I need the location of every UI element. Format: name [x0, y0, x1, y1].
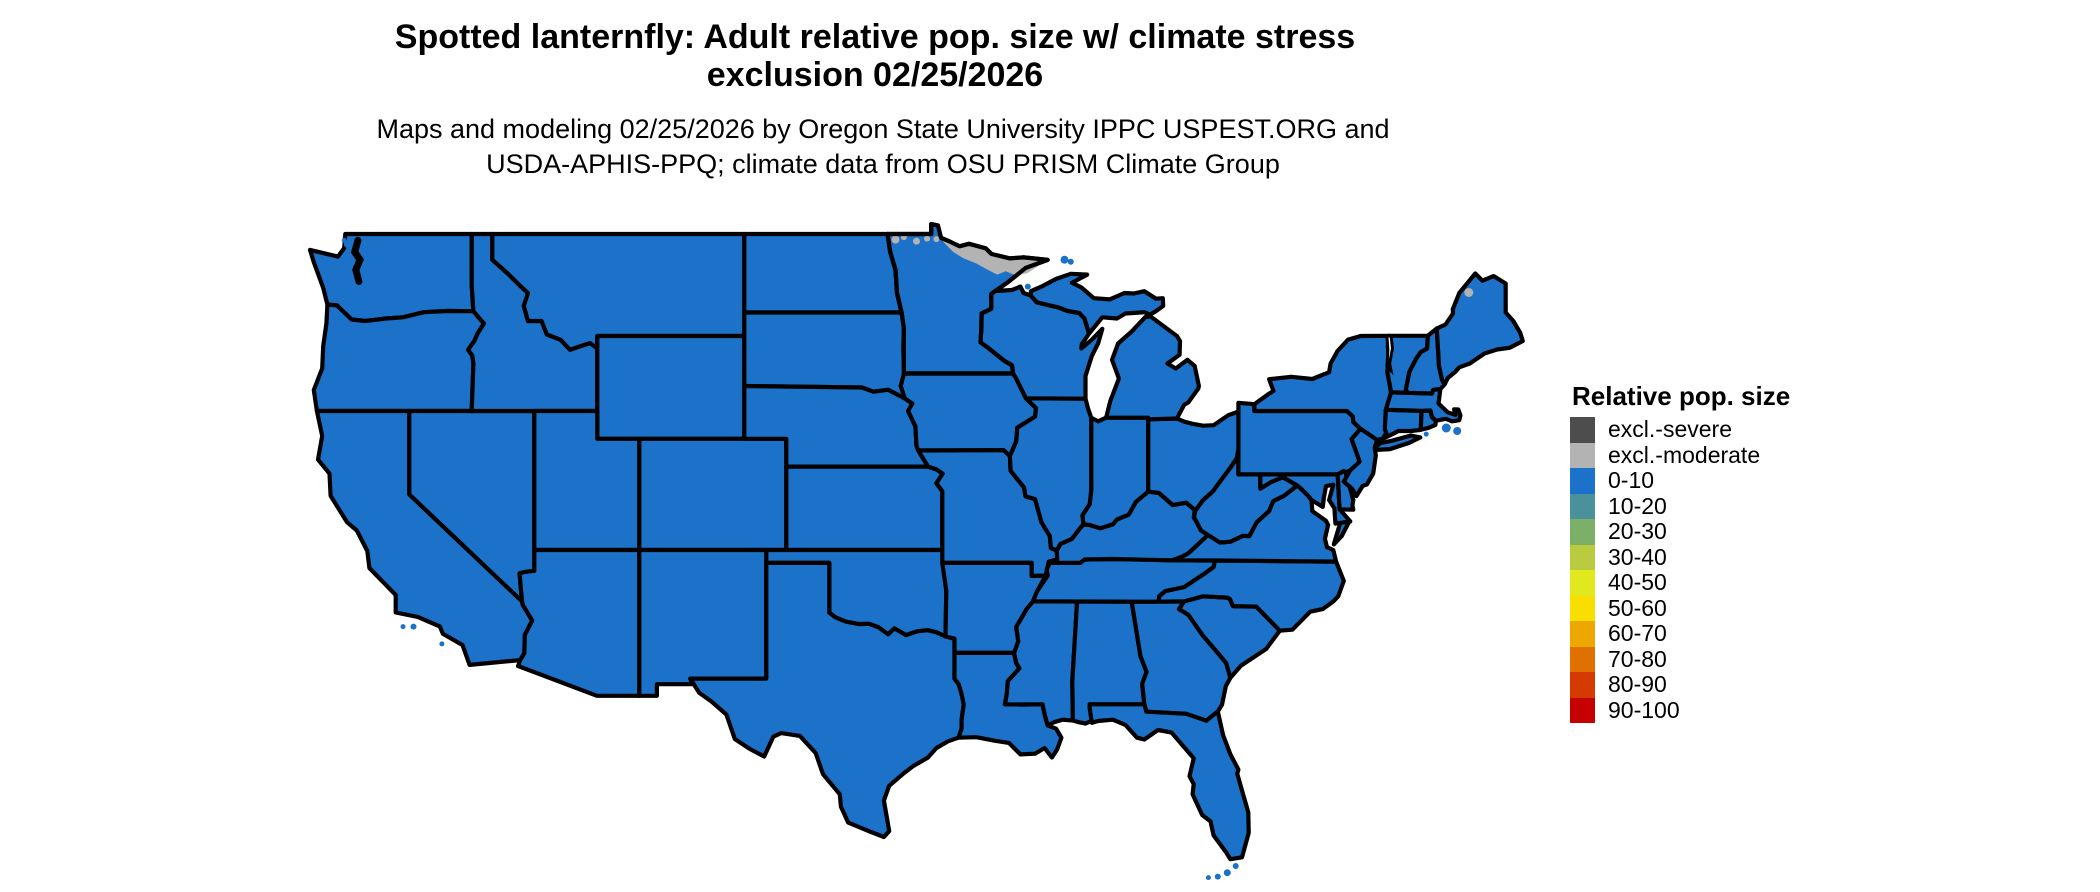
legend-swatch-icon — [1570, 468, 1595, 494]
legend-item-10-20: 10-20 — [1570, 492, 1760, 519]
legend-label: 70-80 — [1608, 645, 1667, 672]
state-pa — [1236, 400, 1363, 477]
legend-swatch-icon — [1570, 417, 1595, 443]
island-dot — [341, 237, 347, 243]
page-title: Spotted lanternfly: Adult relative pop. … — [395, 18, 1355, 94]
state-az — [516, 547, 642, 698]
legend-label: excl.-severe — [1608, 416, 1732, 443]
lake-champlain — [1385, 334, 1395, 376]
island-dot — [1232, 863, 1239, 869]
island-dot — [1453, 427, 1462, 435]
legend-item-excl-severe: excl.-severe — [1570, 416, 1760, 443]
legend-swatch-icon — [1570, 697, 1595, 723]
state-co — [637, 436, 789, 553]
state-nm — [637, 547, 769, 698]
island-dot — [439, 641, 445, 647]
page-title-line1: Spotted lanternfly: Adult relative pop. … — [394, 18, 1356, 56]
excluded-speck — [1464, 288, 1474, 297]
legend-label: 10-20 — [1608, 492, 1667, 519]
legend-item-excl-moderate: excl.-moderate — [1570, 441, 1761, 468]
state-shapes — [307, 222, 1525, 862]
legend-swatch-icon — [1570, 519, 1595, 545]
legend-item-50-60: 50-60 — [1570, 594, 1760, 621]
legend-label: 80-90 — [1608, 671, 1667, 698]
page-subtitle-line1: Maps and modeling 02/25/2026 by Oregon S… — [376, 114, 1390, 144]
state-wy — [595, 333, 747, 441]
state-tx — [688, 560, 966, 840]
puget-sound-inlet — [350, 236, 364, 285]
island-dot — [1205, 875, 1211, 881]
excluded-speck — [913, 237, 920, 245]
legend-item-80-90: 80-90 — [1570, 671, 1760, 698]
legend-label: 90-100 — [1608, 696, 1680, 723]
island-dot — [410, 623, 417, 630]
state-mn-outline — [885, 222, 1050, 376]
legend-swatch-icon — [1570, 646, 1595, 672]
legend-title: Relative pop. size — [1572, 381, 1791, 411]
island-dot — [1067, 258, 1074, 265]
excluded-moderate-region-minnesota — [942, 241, 1047, 276]
legend-label: excl.-moderate — [1608, 441, 1761, 468]
legend-item-60-70: 60-70 — [1570, 620, 1760, 647]
legend-item-20-30: 20-30 — [1570, 518, 1760, 545]
island-dot — [1223, 869, 1231, 877]
page-subtitle-line2: USDA-APHIS-PPQ; climate data from OSU PR… — [486, 149, 1280, 179]
legend-rows: excl.-severe excl.-moderate 0-10 10-20 20-30… — [1570, 416, 1761, 723]
legend-item-70-80: 70-80 — [1570, 645, 1760, 672]
state-il — [1007, 396, 1094, 553]
legend-label: 50-60 — [1608, 594, 1667, 621]
island-dot — [1060, 255, 1069, 264]
state-oh — [1146, 409, 1241, 513]
legend-label: 20-30 — [1608, 518, 1667, 545]
island-dot — [343, 240, 351, 248]
legend-swatch-icon — [1570, 493, 1595, 519]
legend-item-40-50: 40-50 — [1570, 569, 1760, 596]
excluded-speck — [924, 235, 930, 242]
state-mi2 — [1028, 271, 1166, 336]
island-specks — [341, 237, 1462, 881]
legend-item-30-40: 30-40 — [1570, 543, 1760, 570]
legend-swatch-icon — [1570, 595, 1595, 621]
island-dot — [1423, 431, 1429, 437]
legend-label: 40-50 — [1608, 569, 1667, 596]
page-title-line2: exclusion 02/25/2026 — [706, 56, 1044, 94]
excluded-speck — [933, 236, 940, 243]
legend-swatch-icon — [1570, 621, 1595, 647]
state-md — [1258, 472, 1353, 526]
state-nd — [742, 231, 904, 315]
excluded-speck — [891, 235, 900, 244]
legend-swatch-icon — [1570, 544, 1595, 570]
legend-label: 0-10 — [1608, 467, 1655, 494]
page-subtitle: Maps and modeling 02/25/2026 by Oregon S… — [376, 112, 1389, 182]
state-me — [1434, 271, 1525, 387]
legend-label: 30-40 — [1608, 543, 1667, 570]
legend-item-0-10: 0-10 — [1570, 467, 1760, 494]
island-dot — [1214, 873, 1221, 880]
state-ny2 — [1374, 433, 1423, 452]
excluded-moderate-specks — [891, 234, 1474, 297]
state-or — [311, 302, 486, 414]
island-dot — [1024, 283, 1031, 290]
legend-item-90-100: 90-100 — [1570, 696, 1760, 723]
island-dot — [1441, 423, 1451, 433]
legend-swatch-icon — [1570, 672, 1595, 698]
state-fl — [1087, 702, 1251, 862]
state-in — [1080, 415, 1151, 531]
state-ks — [784, 464, 945, 553]
island-dot — [400, 624, 406, 630]
state-mi — [1104, 314, 1201, 422]
legend-swatch-icon — [1570, 570, 1595, 596]
legend-label: 60-70 — [1608, 620, 1667, 647]
legend-swatch-icon — [1570, 442, 1595, 468]
